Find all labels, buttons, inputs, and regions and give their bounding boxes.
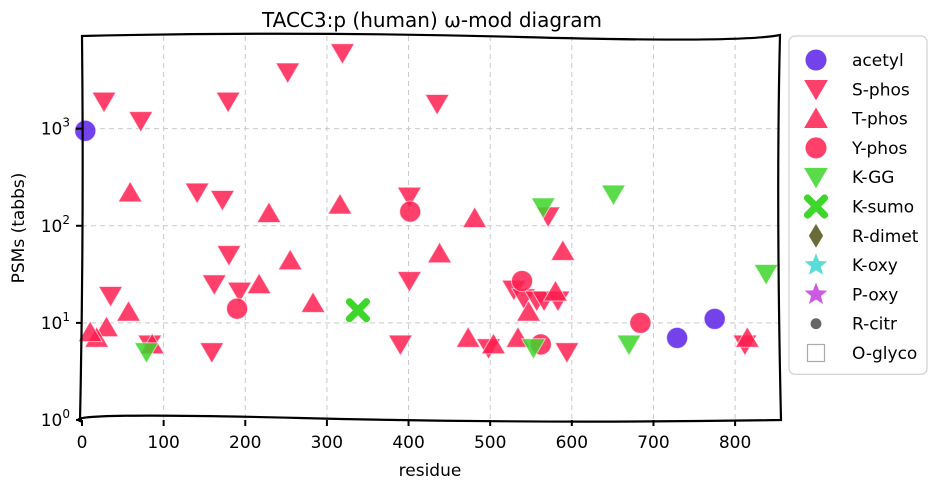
data-point-t-phos <box>77 320 103 343</box>
x-tick-label: 500 <box>474 433 506 453</box>
legend-marker-y-phos <box>805 137 827 159</box>
plot-frame <box>77 32 783 423</box>
y-axis-label: PSMs (tabbs) <box>9 173 29 284</box>
data-point-s-phos <box>424 94 450 116</box>
legend-marker-k-oxy <box>804 253 828 275</box>
x-tick-label: 300 <box>311 433 343 453</box>
data-point-s-phos <box>97 285 124 308</box>
legend-marker-t-phos <box>804 107 828 128</box>
data-points <box>74 43 779 365</box>
data-point-acetyl <box>666 326 689 349</box>
data-point-y-phos <box>226 297 249 320</box>
data-point-t-phos <box>734 325 761 348</box>
data-point-t-phos <box>300 291 326 313</box>
y-axis-ticks: 100 101 102 103 <box>41 116 82 431</box>
data-point-k-gg <box>600 184 627 207</box>
data-point-s-phos <box>387 334 414 357</box>
y-tick-label: 103 <box>41 116 70 140</box>
data-point-t-phos <box>550 238 576 261</box>
legend-label: O-glyco <box>852 344 917 364</box>
legend-marker-acetyl <box>805 49 827 71</box>
data-point-acetyl <box>74 119 97 142</box>
data-point-t-phos <box>246 272 272 295</box>
legend-label: R-dimet <box>852 227 919 247</box>
x-tick-label: 600 <box>556 433 588 453</box>
data-point-acetyl <box>703 307 726 330</box>
legend-label: T-phos <box>851 110 908 130</box>
legend-label: Y-phos <box>851 139 907 159</box>
legend-marker-r-dimet <box>808 223 824 248</box>
data-point-s-phos <box>91 91 117 114</box>
data-point-t-phos <box>542 279 569 302</box>
x-tick-label: 0 <box>77 433 88 453</box>
legend-label: K-sumo <box>852 198 914 218</box>
legend-label: S-phos <box>852 80 910 100</box>
data-point-k-gg <box>530 197 557 220</box>
data-point-y-phos <box>510 269 534 293</box>
data-point-s-phos <box>554 342 580 365</box>
x-tick-label: 400 <box>392 433 424 453</box>
data-point-s-phos <box>329 43 356 66</box>
data-point-s-phos <box>215 91 241 114</box>
chart-title: TACC3:p (human) ω-mod diagram <box>261 8 602 32</box>
legend-marker-o-glyco <box>806 343 826 363</box>
y-tick-label: 102 <box>41 213 70 237</box>
data-point-k-gg <box>133 342 160 365</box>
data-point-t-phos <box>426 241 453 264</box>
x-axis-label: residue <box>399 461 462 481</box>
x-tick-label: 200 <box>229 433 261 453</box>
legend: acetyl S-phos T-phos Y-phos K-GG K-sumo R-dime… <box>788 35 928 375</box>
y-tick-label: 101 <box>41 310 70 334</box>
x-tick-label: 700 <box>637 433 669 453</box>
data-point-t-phos <box>117 180 143 203</box>
data-point-y-phos <box>399 200 422 223</box>
data-point-k-gg <box>520 338 547 361</box>
x-tick-label: 100 <box>147 433 179 453</box>
data-point-t-phos <box>256 201 282 223</box>
x-axis-ticks: 0 100 200 300 400 500 600 700 800 <box>77 420 751 453</box>
data-point-t-phos <box>115 299 142 322</box>
legend-marker-k-gg <box>804 167 828 189</box>
data-point-s-phos <box>216 245 242 268</box>
data-point-k-gg <box>616 334 642 357</box>
data-point-k-sumo <box>345 298 371 323</box>
legend-label: K-GG <box>852 168 894 188</box>
data-point-s-phos <box>274 62 301 85</box>
legend-label: acetyl <box>852 51 904 71</box>
data-point-s-phos <box>209 189 236 212</box>
data-point-t-phos <box>93 315 120 338</box>
data-point-y-phos <box>629 311 652 334</box>
data-point-s-phos <box>226 281 253 304</box>
legend-label: P-oxy <box>852 285 898 305</box>
data-point-t-phos <box>277 248 303 271</box>
data-point-s-phos <box>396 271 423 294</box>
data-point-s-phos <box>128 111 154 134</box>
data-point-s-phos <box>184 182 210 205</box>
data-point-t-phos <box>515 299 542 322</box>
legend-label: R-citr <box>852 315 897 335</box>
legend-marker-r-citr <box>810 318 822 330</box>
legend-marker-k-sumo <box>803 194 829 219</box>
data-point-k-gg <box>753 263 779 286</box>
data-point-s-phos <box>201 274 228 297</box>
legend-marker-s-phos <box>804 79 828 101</box>
data-point-s-phos <box>396 186 423 209</box>
data-point-t-phos <box>480 332 507 355</box>
y-tick-label: 100 <box>41 407 70 431</box>
data-point-t-phos <box>455 325 481 348</box>
data-point-s-phos <box>199 342 225 365</box>
legend-label: K-oxy <box>852 256 898 276</box>
grid <box>82 36 780 420</box>
legend-marker-p-oxy <box>804 282 828 304</box>
data-point-t-phos <box>327 192 353 215</box>
x-tick-label: 800 <box>719 433 751 453</box>
data-point-t-phos <box>461 206 488 228</box>
